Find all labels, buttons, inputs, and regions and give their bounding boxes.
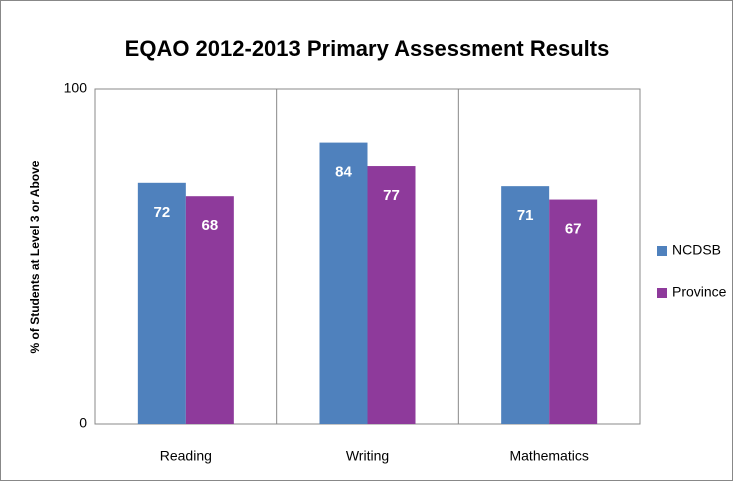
chart-title: EQAO 2012-2013 Primary Assessment Result… (125, 36, 610, 61)
x-tick-label: Writing (346, 448, 389, 464)
y-axis-label: % of Students at Level 3 or Above (28, 160, 42, 353)
data-label: 77 (383, 187, 400, 204)
bar (367, 166, 416, 425)
legend-swatch (657, 246, 667, 256)
bar (319, 142, 368, 424)
data-label: 68 (201, 217, 218, 234)
legend-label: NCDSB (672, 242, 721, 258)
data-label: 71 (517, 207, 534, 224)
legend-swatch (657, 288, 667, 298)
data-label: 84 (335, 164, 352, 181)
bar (549, 199, 598, 424)
data-label: 67 (565, 221, 582, 238)
data-label: 72 (153, 204, 170, 221)
bar (185, 196, 234, 424)
y-tick-label: 100 (64, 80, 88, 96)
x-tick-label: Mathematics (509, 448, 588, 464)
bar (137, 182, 186, 424)
x-tick-label: Reading (160, 448, 212, 464)
legend-label: Province (672, 284, 727, 300)
y-tick-label: 0 (79, 415, 87, 431)
bar (501, 186, 550, 424)
